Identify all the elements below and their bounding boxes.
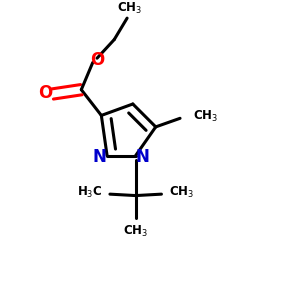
- Text: O: O: [90, 51, 104, 69]
- Text: O: O: [38, 83, 53, 101]
- Text: H$_3$C: H$_3$C: [77, 185, 103, 200]
- Text: CH$_3$: CH$_3$: [193, 109, 218, 124]
- Text: CH$_3$: CH$_3$: [169, 185, 194, 200]
- Text: CH$_3$: CH$_3$: [123, 224, 148, 239]
- Text: CH$_3$: CH$_3$: [117, 1, 142, 16]
- Text: N: N: [136, 148, 150, 166]
- Text: N: N: [93, 148, 107, 166]
